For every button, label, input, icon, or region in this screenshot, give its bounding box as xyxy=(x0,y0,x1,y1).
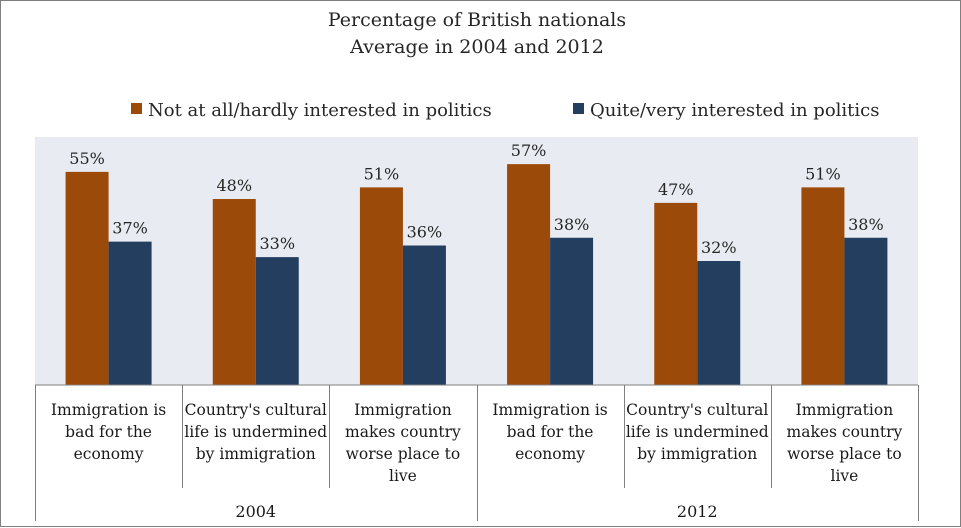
category-label-5: Country's cultural life is undermined by i… xyxy=(626,401,769,463)
data-label-series2-cat3: 36% xyxy=(407,223,443,242)
data-label-series2-cat6: 38% xyxy=(848,215,884,234)
data-label-series1-cat2: 48% xyxy=(216,176,252,195)
category-label-3: Immigration makes country worse place to li… xyxy=(345,401,461,485)
bar-series1-cat4 xyxy=(507,164,551,385)
category-label-4: Immigration is bad for the economy xyxy=(492,401,607,463)
legend-swatch-2 xyxy=(573,103,584,114)
data-label-series1-cat1: 55% xyxy=(69,149,105,168)
group-label-2004: 2004 xyxy=(235,502,276,521)
legend: Not at all/hardly interested in politics… xyxy=(131,100,880,121)
chart-subtitle: Average in 2004 and 2012 xyxy=(349,36,604,58)
bar-series1-cat1 xyxy=(65,171,109,385)
data-label-series2-cat5: 32% xyxy=(701,238,737,257)
legend-label-2: Quite/very interested in politics xyxy=(590,100,880,121)
bar-series2-cat2 xyxy=(255,257,299,385)
category-axis: Immigration is bad for the economy Country'… xyxy=(35,384,919,521)
data-label-series1-cat5: 47% xyxy=(658,180,694,199)
bar-series1-cat3 xyxy=(359,187,403,385)
legend-swatch-1 xyxy=(131,103,142,114)
bar-series2-cat1 xyxy=(108,241,152,385)
bar-series1-cat6 xyxy=(801,187,845,385)
bar-series2-cat4 xyxy=(550,237,594,385)
category-label-2: Country's cultural life is undermined by i… xyxy=(184,401,327,463)
bar-series2-cat5 xyxy=(697,261,741,385)
data-label-series2-cat1: 37% xyxy=(112,219,148,238)
bar-series1-cat5 xyxy=(654,202,698,385)
data-label-series1-cat3: 51% xyxy=(364,164,400,183)
bar-series2-cat3 xyxy=(402,245,446,385)
bar-series1-cat2 xyxy=(212,199,256,385)
data-label-series1-cat4: 57% xyxy=(511,141,547,160)
plot-area xyxy=(35,137,918,385)
chart-title: Percentage of British nationals xyxy=(328,9,626,31)
data-labels-group: 55% 37% 48% 33% 51% 36% 57% 38% 47% 32% 51% 38% xyxy=(69,141,883,257)
data-label-series1-cat6: 51% xyxy=(805,164,841,183)
data-label-series2-cat2: 33% xyxy=(259,234,295,253)
data-label-series2-cat4: 38% xyxy=(554,215,590,234)
bar-series2-cat6 xyxy=(844,237,888,385)
legend-label-1: Not at all/hardly interested in politics xyxy=(148,100,492,121)
bars-group xyxy=(65,164,888,385)
category-label-1: Immigration is bad for the economy xyxy=(51,401,166,463)
group-label-2012: 2012 xyxy=(677,502,718,521)
category-label-6: Immigration makes country worse place to li… xyxy=(787,401,903,485)
